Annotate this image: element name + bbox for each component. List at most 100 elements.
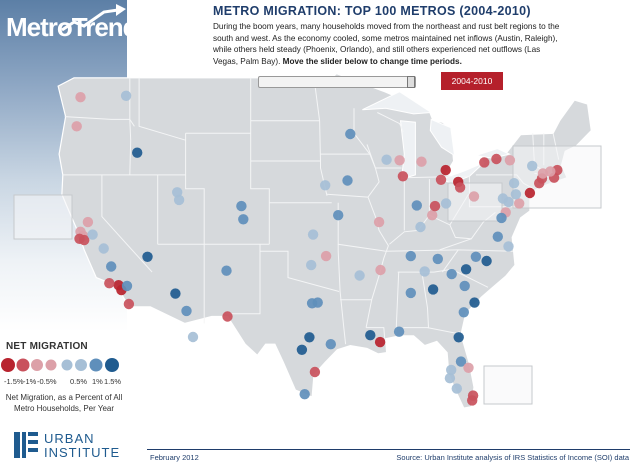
metro-dot[interactable] xyxy=(468,191,480,202)
metro-dot[interactable] xyxy=(451,383,462,394)
period-button[interactable]: 2004-2010 xyxy=(441,72,503,90)
trend-arrow-icon xyxy=(61,4,126,32)
page-title: METRO MIGRATION: TOP 100 METROS (2004-20… xyxy=(213,4,531,18)
metro-dot[interactable] xyxy=(87,229,98,240)
metro-dot[interactable] xyxy=(306,259,317,271)
metro-dot[interactable] xyxy=(222,311,233,322)
metro-dot[interactable] xyxy=(467,395,478,406)
metro-dot[interactable] xyxy=(469,297,480,308)
metrotrends-logo[interactable]: MetroTrends xyxy=(6,12,152,42)
metro-dot[interactable] xyxy=(365,330,376,341)
metro-dot[interactable] xyxy=(492,231,503,242)
metro-dot[interactable] xyxy=(373,216,385,228)
metro-dot[interactable] xyxy=(236,200,247,212)
metro-dot[interactable] xyxy=(181,305,192,317)
metro-dot[interactable] xyxy=(71,121,82,132)
metro-dot[interactable] xyxy=(470,251,482,262)
metro-dot[interactable] xyxy=(106,261,117,272)
metro-dot[interactable] xyxy=(173,194,185,206)
metro-dot[interactable] xyxy=(415,221,426,233)
metro-dot[interactable] xyxy=(497,193,509,204)
legend-label: 1% xyxy=(92,377,103,386)
metro-dot[interactable] xyxy=(121,280,133,292)
metro-dot[interactable] xyxy=(527,160,538,172)
metro-dot[interactable] xyxy=(508,178,520,189)
metro-dot[interactable] xyxy=(142,251,153,262)
metro-dot[interactable] xyxy=(405,287,416,299)
metro-dot[interactable] xyxy=(123,298,135,310)
zoom-box[interactable] xyxy=(483,365,533,405)
metro-dot[interactable] xyxy=(320,250,332,262)
metro-dot[interactable] xyxy=(187,331,199,343)
metro-dot[interactable] xyxy=(394,155,405,166)
metro-dot[interactable] xyxy=(459,280,470,292)
metro-dot[interactable] xyxy=(393,326,405,337)
metro-dot[interactable] xyxy=(460,264,472,275)
metro-dot[interactable] xyxy=(458,307,469,318)
metro-dot[interactable] xyxy=(479,157,490,168)
metro-dot[interactable] xyxy=(120,90,132,102)
metro-dot[interactable] xyxy=(354,270,365,281)
metro-dot[interactable] xyxy=(75,92,86,103)
metro-dot[interactable] xyxy=(221,265,232,276)
metro-dot[interactable] xyxy=(510,189,522,200)
metro-dot[interactable] xyxy=(411,200,422,211)
metro-dot[interactable] xyxy=(504,155,516,166)
metro-dot[interactable] xyxy=(435,174,447,185)
metro-dot[interactable] xyxy=(170,288,181,299)
metro-dot[interactable] xyxy=(375,264,386,276)
metro-dot[interactable] xyxy=(374,336,386,348)
metro-dot[interactable] xyxy=(238,214,249,225)
period-slider[interactable] xyxy=(258,76,416,88)
metro-dot[interactable] xyxy=(419,266,430,277)
metro-dot[interactable] xyxy=(491,153,502,165)
metro-dot[interactable] xyxy=(333,210,344,221)
metro-dot[interactable] xyxy=(454,182,466,193)
metro-dot[interactable] xyxy=(429,200,441,212)
metro-dot[interactable] xyxy=(440,198,452,209)
metro-dot[interactable] xyxy=(446,268,457,280)
metro-dot[interactable] xyxy=(432,253,443,265)
legend-label: -0.5% xyxy=(37,377,57,386)
metro-dot[interactable] xyxy=(405,250,416,262)
metro-dot[interactable] xyxy=(98,243,109,254)
metro-dot[interactable] xyxy=(304,332,315,343)
metro-dot[interactable] xyxy=(306,298,318,309)
zoom-box[interactable] xyxy=(13,194,73,240)
metro-dot[interactable] xyxy=(104,278,115,289)
metro-dot[interactable] xyxy=(381,154,392,165)
metro-dot[interactable] xyxy=(320,180,331,191)
metro-dot[interactable] xyxy=(79,234,90,246)
metro-dot[interactable] xyxy=(299,389,310,400)
metro-dot[interactable] xyxy=(496,212,507,224)
footer-divider xyxy=(147,449,630,450)
org-name-line2[interactable]: INSTITUTE xyxy=(44,445,121,460)
metro-dot[interactable] xyxy=(342,175,353,186)
metro-dots xyxy=(71,90,563,406)
metro-dot[interactable] xyxy=(481,255,492,267)
metro-dot[interactable] xyxy=(514,198,525,209)
metro-dot[interactable] xyxy=(307,229,319,240)
metro-dot[interactable] xyxy=(503,241,514,252)
metro-dot[interactable] xyxy=(397,171,409,182)
metro-dot[interactable] xyxy=(132,147,143,158)
org-name-line1[interactable]: URBAN xyxy=(44,431,95,446)
metro-dot[interactable] xyxy=(427,210,438,221)
metro-dot[interactable] xyxy=(309,366,321,378)
metro-dot[interactable] xyxy=(446,364,457,376)
metro-dot[interactable] xyxy=(463,362,474,373)
metro-dot[interactable] xyxy=(345,128,356,140)
metro-dot[interactable] xyxy=(416,156,427,167)
metro-dot[interactable] xyxy=(455,356,467,367)
metro-dot[interactable] xyxy=(82,216,94,228)
metro-dot[interactable] xyxy=(444,373,456,384)
metro-dot[interactable] xyxy=(453,332,464,343)
metro-dot[interactable] xyxy=(440,164,451,176)
slider-thumb[interactable] xyxy=(407,76,415,88)
metro-dot[interactable] xyxy=(524,187,536,199)
metro-dot[interactable] xyxy=(296,344,308,355)
metro-dot[interactable] xyxy=(427,284,439,295)
metro-dot[interactable] xyxy=(325,339,336,350)
metro-dot[interactable] xyxy=(537,168,549,179)
